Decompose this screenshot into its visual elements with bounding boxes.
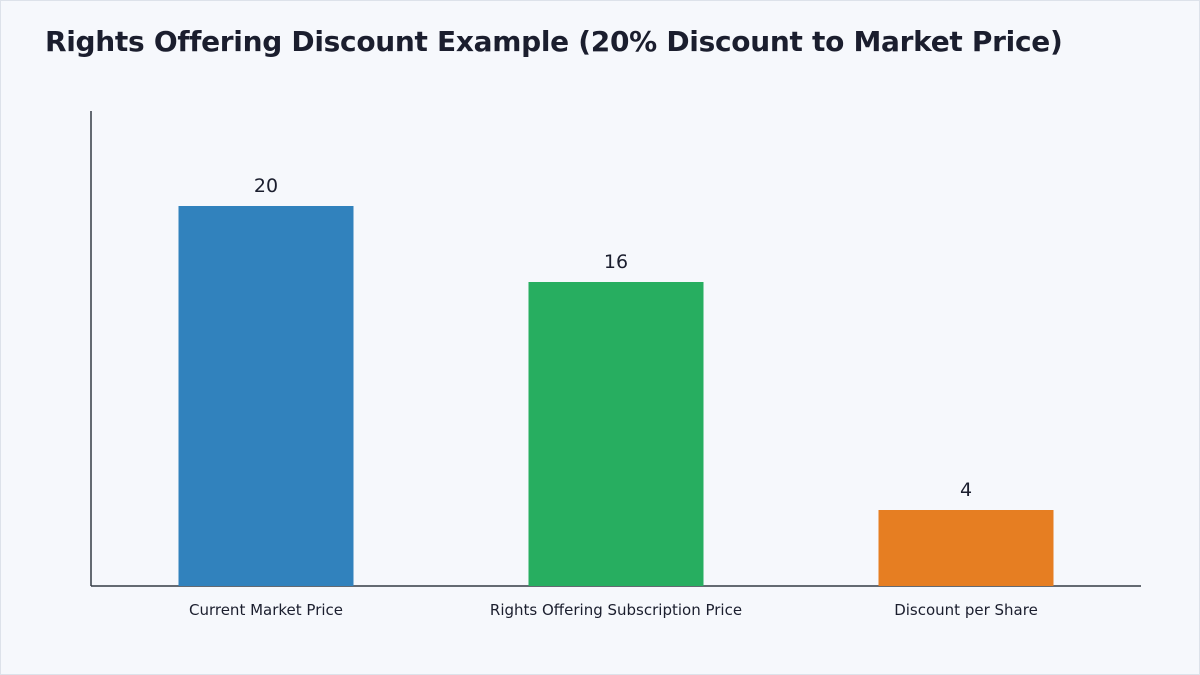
value-label-0: 20 xyxy=(254,175,278,197)
category-label-2: Discount per Share xyxy=(894,601,1038,619)
category-label-0: Current Market Price xyxy=(189,601,343,619)
category-label-1: Rights Offering Subscription Price xyxy=(490,601,742,619)
bar-2 xyxy=(878,510,1054,586)
chart-title: Rights Offering Discount Example (20% Di… xyxy=(45,25,1063,58)
bar-0 xyxy=(178,206,354,586)
value-label-2: 4 xyxy=(960,479,972,501)
bars-group: 20 Current Market Price 16 Rights Offering … xyxy=(178,175,1054,619)
bar-1 xyxy=(528,282,704,586)
value-label-1: 16 xyxy=(604,251,628,273)
